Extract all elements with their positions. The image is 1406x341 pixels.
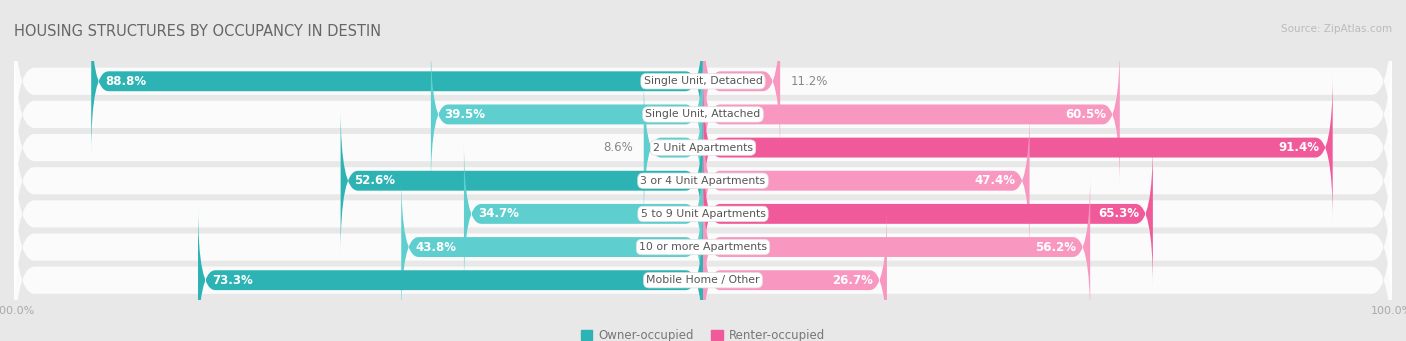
Text: 8.6%: 8.6% bbox=[603, 141, 634, 154]
FancyBboxPatch shape bbox=[14, 128, 1392, 300]
FancyBboxPatch shape bbox=[644, 75, 703, 221]
FancyBboxPatch shape bbox=[401, 174, 703, 320]
FancyBboxPatch shape bbox=[703, 207, 887, 341]
FancyBboxPatch shape bbox=[703, 141, 1153, 287]
Text: 47.4%: 47.4% bbox=[974, 174, 1015, 187]
Text: Single Unit, Attached: Single Unit, Attached bbox=[645, 109, 761, 119]
FancyBboxPatch shape bbox=[703, 174, 1090, 320]
Text: 3 or 4 Unit Apartments: 3 or 4 Unit Apartments bbox=[641, 176, 765, 186]
Text: HOUSING STRUCTURES BY OCCUPANCY IN DESTIN: HOUSING STRUCTURES BY OCCUPANCY IN DESTI… bbox=[14, 24, 381, 39]
FancyBboxPatch shape bbox=[14, 29, 1392, 200]
Text: 34.7%: 34.7% bbox=[478, 207, 519, 220]
FancyBboxPatch shape bbox=[430, 42, 703, 187]
Text: 26.7%: 26.7% bbox=[832, 274, 873, 287]
FancyBboxPatch shape bbox=[703, 8, 780, 154]
Legend: Owner-occupied, Renter-occupied: Owner-occupied, Renter-occupied bbox=[576, 324, 830, 341]
Text: 52.6%: 52.6% bbox=[354, 174, 395, 187]
Text: 73.3%: 73.3% bbox=[212, 274, 253, 287]
Text: 60.5%: 60.5% bbox=[1064, 108, 1107, 121]
FancyBboxPatch shape bbox=[198, 207, 703, 341]
Text: Single Unit, Detached: Single Unit, Detached bbox=[644, 76, 762, 86]
FancyBboxPatch shape bbox=[703, 108, 1029, 254]
Text: 43.8%: 43.8% bbox=[415, 240, 456, 254]
FancyBboxPatch shape bbox=[14, 194, 1392, 341]
Text: 91.4%: 91.4% bbox=[1278, 141, 1319, 154]
FancyBboxPatch shape bbox=[464, 141, 703, 287]
Text: 10 or more Apartments: 10 or more Apartments bbox=[638, 242, 768, 252]
FancyBboxPatch shape bbox=[703, 42, 1119, 187]
FancyBboxPatch shape bbox=[14, 0, 1392, 167]
FancyBboxPatch shape bbox=[91, 8, 703, 154]
FancyBboxPatch shape bbox=[14, 95, 1392, 267]
Text: 39.5%: 39.5% bbox=[444, 108, 485, 121]
Text: 2 Unit Apartments: 2 Unit Apartments bbox=[652, 143, 754, 152]
Text: 5 to 9 Unit Apartments: 5 to 9 Unit Apartments bbox=[641, 209, 765, 219]
FancyBboxPatch shape bbox=[703, 75, 1333, 221]
Text: 65.3%: 65.3% bbox=[1098, 207, 1139, 220]
Text: 11.2%: 11.2% bbox=[790, 75, 828, 88]
Text: 88.8%: 88.8% bbox=[105, 75, 146, 88]
FancyBboxPatch shape bbox=[14, 62, 1392, 234]
FancyBboxPatch shape bbox=[14, 161, 1392, 333]
Text: 56.2%: 56.2% bbox=[1035, 240, 1077, 254]
Text: Source: ZipAtlas.com: Source: ZipAtlas.com bbox=[1281, 24, 1392, 34]
FancyBboxPatch shape bbox=[340, 108, 703, 254]
Text: Mobile Home / Other: Mobile Home / Other bbox=[647, 275, 759, 285]
